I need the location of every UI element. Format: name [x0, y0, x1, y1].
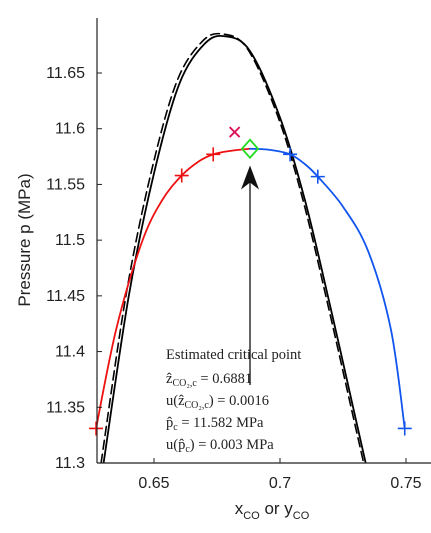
x-axis-label-sub1: CO	[243, 510, 260, 522]
annotation-line-p: p̂c = 11.582 MPa	[166, 415, 264, 433]
annotation-line-p-pre: p̂	[166, 415, 173, 431]
plus-marker-5	[397, 421, 412, 436]
annotation-line-z-pre: ẑ	[166, 371, 173, 387]
series-line-3	[249, 147, 406, 430]
plus-marker-1	[174, 168, 189, 183]
y-tick-label: 11.3	[55, 455, 85, 472]
x-axis-label-x: x	[235, 499, 244, 518]
annotation-title: Estimated critical point	[166, 347, 301, 363]
y-tick-label: 11.6	[55, 121, 85, 138]
annotation-line-up: u(p̂c) = 0.003 MPa	[166, 437, 274, 455]
curve-layer	[97, 32, 406, 463]
plus-marker-2	[206, 147, 221, 162]
tick-layer: 0.65 0.7 0.75 11.3 11.35 11.4 11.45 11.5 11.55 11…	[46, 65, 422, 492]
annotation-line-p-sub: c	[173, 422, 178, 433]
x-axis-label: xCO or yCO	[235, 499, 310, 522]
marker-layer	[89, 126, 412, 436]
annotation-line-z-post: = 0.6881	[197, 371, 252, 387]
arrow-head	[241, 165, 260, 190]
annotation-line-z: ẑCO₂,c = 0.6881	[166, 371, 252, 389]
annotation-line-p-post: = 11.582 MPa	[178, 415, 264, 431]
y-tick-label: 11.35	[46, 399, 85, 416]
plus-marker-3	[283, 147, 298, 162]
annotation-line-uz: u(ẑCO₂,c) = 0.0016	[166, 393, 269, 411]
y-tick-label: 11.45	[46, 288, 85, 305]
y-tick-label: 11.5	[55, 232, 85, 249]
annotation-line-uz-pre: u(ẑ	[166, 393, 185, 409]
x-tick-label: 0.75	[390, 475, 421, 492]
annotation-line-up-post: ) = 0.003 MPa	[190, 437, 274, 453]
critical-point-annotation: Estimated critical point ẑCO₂,c = 0.6881…	[166, 347, 301, 455]
plus-marker-0	[89, 421, 104, 436]
x-tick-label: 0.7	[269, 475, 291, 492]
series-line-0	[102, 34, 367, 463]
annotation-line-up-pre: u(p̂	[166, 437, 185, 453]
x-axis-label-sub2: CO	[293, 510, 310, 522]
annotation-line-z-sub: CO₂,c	[172, 378, 197, 389]
plus-marker-4	[310, 169, 325, 184]
series-line-1	[100, 32, 365, 463]
arrow-layer	[241, 165, 260, 385]
annotation-line-uz-sub: CO₂,c	[185, 400, 210, 411]
series-line-2	[97, 147, 251, 429]
y-tick-label: 11.65	[46, 65, 85, 82]
diamond-marker-7	[240, 138, 260, 160]
annotation-line-up-sub: c	[185, 444, 190, 455]
x-tick-label: 0.65	[138, 475, 169, 492]
y-axis-label: Pressure p (MPa)	[15, 173, 34, 306]
y-tick-label: 11.4	[55, 344, 85, 361]
x-axis-label-mid: or y	[260, 499, 294, 518]
y-tick-label: 11.55	[46, 176, 85, 193]
cross-marker-6	[229, 126, 241, 138]
annotation-line-uz-post: ) = 0.0016	[209, 393, 269, 409]
